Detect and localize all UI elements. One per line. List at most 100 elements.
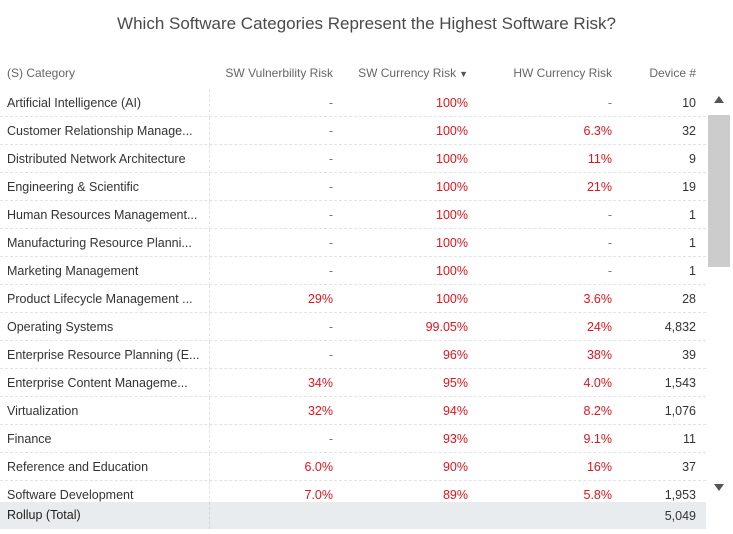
cell-category: Operating Systems (0, 312, 210, 341)
cell-hw-currency: - (607, 263, 612, 278)
table-row[interactable]: Engineering & Scientific - 100% 21% 19 (0, 172, 706, 201)
table-row[interactable]: Operating Systems - 99.05% 24% 4,832 (0, 312, 706, 341)
table-row[interactable]: Finance - 93% 9.1% 11 (0, 424, 706, 453)
table-row[interactable]: Customer Relationship Manage... - 100% 6.3%… (0, 116, 706, 145)
table-header: (S) Category SW Vulnerbility Risk SW Cur… (0, 58, 706, 88)
cell-hw-currency: 6.3% (583, 123, 613, 138)
cell-category: Enterprise Content Manageme... (0, 368, 210, 397)
table-row[interactable]: Marketing Management - 100% - 1 (0, 256, 706, 285)
column-header-category[interactable]: (S) Category (7, 66, 76, 80)
vertical-scrollbar[interactable] (706, 88, 733, 502)
cell-sw-vulnerability: - (328, 263, 333, 278)
table-row[interactable]: Product Lifecycle Management ... 29% 100% 3… (0, 284, 706, 313)
cell-sw-vulnerability: 6.0% (304, 459, 334, 474)
scrollbar-thumb[interactable] (708, 115, 730, 267)
table-row[interactable]: Enterprise Content Manageme... 34% 95% 4.0%… (0, 368, 706, 397)
cell-hw-currency: - (607, 95, 612, 110)
cell-sw-vulnerability: - (328, 431, 333, 446)
rollup-row: Rollup (Total) 5,049 (0, 502, 706, 529)
cell-hw-currency: 24% (586, 319, 612, 334)
cell-hw-currency: - (607, 207, 612, 222)
table-row[interactable]: Manufacturing Resource Planni... - 100% - 1 (0, 228, 706, 257)
cell-hw-currency: 4.0% (583, 375, 613, 390)
scroll-up-icon[interactable] (714, 96, 724, 103)
cell-category: Marketing Management (0, 256, 210, 285)
table-row[interactable]: Reference and Education 6.0% 90% 16% 37 (0, 452, 706, 481)
cell-sw-currency: 100% (436, 123, 468, 138)
cell-sw-vulnerability: - (328, 95, 333, 110)
table-row[interactable]: Artificial Intelligence (AI) - 100% - 10 (0, 89, 706, 117)
cell-device-count: 9 (689, 151, 696, 166)
column-header-sw-currency[interactable]: SW Currency Risk ▼ (341, 66, 476, 80)
cell-device-count: 19 (682, 179, 696, 194)
cell-sw-vulnerability: - (328, 179, 333, 194)
cell-sw-currency: 100% (436, 179, 468, 194)
cell-device-count: 1 (689, 207, 696, 222)
cell-device-count: 1,076 (664, 403, 696, 418)
cell-hw-currency: 3.6% (583, 291, 613, 306)
cell-sw-currency: 100% (436, 207, 468, 222)
cell-device-count: 28 (682, 291, 696, 306)
cell-sw-currency: 100% (436, 291, 468, 306)
column-header-sw-vulnerability[interactable]: SW Vulnerbility Risk (225, 66, 333, 80)
scroll-down-icon[interactable] (714, 484, 724, 491)
table-row[interactable]: Enterprise Resource Planning (E... - 96% 38… (0, 340, 706, 369)
cell-sw-vulnerability: - (328, 235, 333, 250)
cell-sw-vulnerability: - (328, 151, 333, 166)
cell-sw-vulnerability: - (328, 123, 333, 138)
cell-device-count: 11 (683, 431, 696, 446)
cell-hw-currency: 11% (587, 151, 612, 166)
cell-device-count: 1,953 (664, 487, 696, 502)
cell-category: Manufacturing Resource Planni... (0, 228, 210, 257)
cell-device-count: 10 (682, 95, 696, 110)
cell-sw-vulnerability: 34% (307, 375, 333, 390)
cell-category: Distributed Network Architecture (0, 144, 210, 173)
cell-hw-currency: 16% (586, 459, 612, 474)
cell-sw-vulnerability: 32% (307, 403, 333, 418)
cell-category: Customer Relationship Manage... (0, 116, 210, 145)
cell-sw-vulnerability: 29% (307, 291, 333, 306)
cell-hw-currency: 38% (586, 347, 612, 362)
cell-sw-vulnerability: 7.0% (304, 487, 334, 502)
cell-hw-currency: 5.8% (583, 487, 613, 502)
cell-category: Finance (0, 424, 210, 453)
cell-category: Human Resources Management... (0, 200, 210, 229)
cell-sw-currency: 100% (436, 151, 468, 166)
cell-sw-currency: 90% (442, 459, 468, 474)
column-header-hw-currency[interactable]: HW Currency Risk (513, 66, 612, 80)
page-title: Which Software Categories Represent the … (117, 14, 616, 33)
cell-category: Product Lifecycle Management ... (0, 284, 210, 313)
cell-sw-vulnerability: - (328, 347, 333, 362)
sort-descending-icon[interactable]: ▼ (459, 69, 468, 79)
risk-table: (S) Category SW Vulnerbility Risk SW Cur… (0, 58, 706, 503)
cell-sw-currency: 100% (436, 95, 468, 110)
cell-sw-currency: 96% (442, 347, 468, 362)
cell-hw-currency: 9.1% (583, 431, 613, 446)
cell-category: Enterprise Resource Planning (E... (0, 340, 210, 369)
cell-sw-currency: 100% (436, 235, 468, 250)
cell-sw-vulnerability: - (328, 319, 333, 334)
cell-device-count: 4,832 (664, 319, 696, 334)
cell-device-count: 1,543 (664, 375, 696, 390)
cell-category: Software Development (0, 480, 210, 503)
rollup-label: Rollup (Total) (0, 502, 210, 529)
cell-device-count: 32 (682, 123, 696, 138)
cell-sw-currency: 95% (442, 375, 468, 390)
table-row[interactable]: Human Resources Management... - 100% - 1 (0, 200, 706, 229)
cell-device-count: 1 (689, 263, 696, 278)
table-row[interactable]: Distributed Network Architecture - 100% 11%… (0, 144, 706, 173)
cell-category: Artificial Intelligence (AI) (0, 89, 210, 117)
cell-device-count: 37 (682, 459, 696, 474)
cell-hw-currency: 21% (586, 179, 612, 194)
column-header-sw-currency-label: SW Currency Risk (358, 66, 457, 80)
cell-sw-currency: 93% (442, 431, 468, 446)
table-row[interactable]: Virtualization 32% 94% 8.2% 1,076 (0, 396, 706, 425)
table-row[interactable]: Software Development 7.0% 89% 5.8% 1,953 (0, 480, 706, 503)
cell-category: Virtualization (0, 396, 210, 425)
rollup-device-count: 5,049 (664, 508, 696, 523)
cell-sw-currency: 99.05% (425, 319, 468, 334)
cell-sw-currency: 94% (442, 403, 468, 418)
cell-sw-vulnerability: - (328, 207, 333, 222)
table-body[interactable]: Artificial Intelligence (AI) - 100% - 10 Cust… (0, 89, 706, 503)
column-header-device-count[interactable]: Device # (649, 66, 696, 80)
